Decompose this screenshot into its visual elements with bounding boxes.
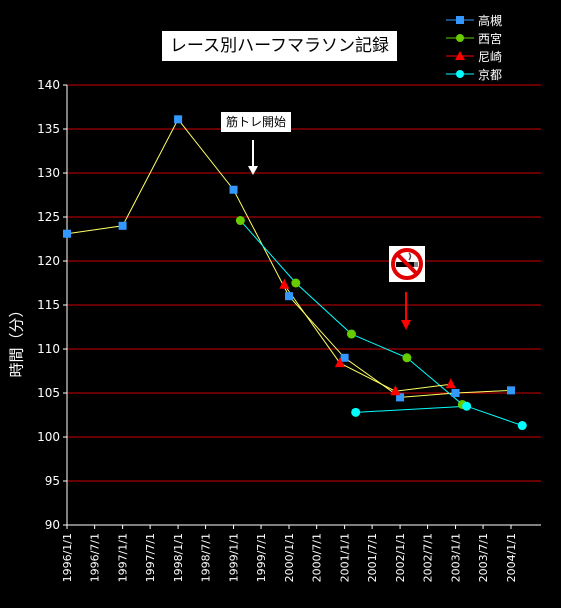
data-point [279,278,290,289]
y-tick-label: 115 [37,298,60,312]
data-point [229,185,238,194]
series-line-2 [283,284,451,392]
chart-title: レース別ハーフマラソン記録 [169,36,390,56]
legend-swatch-amagasaki [446,51,474,60]
y-tick-label: 140 [37,78,60,92]
x-tick-label: 1998/7/1 [200,533,213,582]
y-axis-label-text: 時間（分） [7,302,26,378]
data-point [517,421,527,431]
data-point [351,407,361,417]
no-smoking-icon [389,246,425,282]
y-tick-label: 120 [37,254,60,268]
data-point [63,229,71,238]
annotation-callout: 筋トレ開始 [221,112,291,132]
data-point [334,357,345,368]
series-lines [66,118,523,427]
data-point [235,216,245,226]
y-tick-label: 130 [37,166,60,180]
legend-label-kyoto: 京都 [478,67,503,82]
y-tick-label: 110 [37,342,60,356]
arrow-annotation-white [248,140,258,175]
x-tick-label: 2004/1/1 [505,533,518,582]
data-point [390,385,401,396]
x-tick-label: 2000/1/1 [283,533,296,582]
x-tick-label: 1996/1/1 [61,533,74,582]
annotation-text: 筋トレ開始 [225,115,286,129]
x-tick-label: 1998/1/1 [172,533,185,582]
legend-swatch-takatsuki [446,16,474,24]
x-ticks: 1996/1/1 1996/7/1 1997/1/1 1997/7/1 1998/1/1… [61,525,518,582]
x-tick-label: 2001/7/1 [366,533,379,582]
x-tick-label: 1997/7/1 [144,533,157,582]
series-line-3 [355,405,523,427]
x-tick-label: 1997/1/1 [117,533,130,582]
y-tick-label: 135 [37,122,60,136]
legend-swatch-nishinomiya [446,34,474,42]
legend-item-amagasaki: 尼崎 [446,47,556,65]
data-point [462,401,472,411]
x-tick-label: 2002/7/1 [422,533,435,582]
legend-label-takatsuki: 高槻 [478,13,503,28]
data-point [118,221,127,230]
x-tick-label: 2002/1/1 [394,533,407,582]
x-tick-label: 1999/1/1 [228,533,241,582]
y-tick-label: 90 [45,518,60,532]
data-point [174,115,183,124]
series-line-1 [240,220,463,405]
y-axis-label: 時間（分） [6,300,26,380]
y-tick-label: 105 [37,386,60,400]
series-markers [63,115,527,431]
legend-item-takatsuki: 高槻 [446,11,556,29]
y-tick-label: 100 [37,430,60,444]
data-point [402,353,412,363]
data-point [346,329,356,339]
grid [67,84,541,482]
legend-label-nishinomiya: 西宮 [478,31,503,46]
legend-label-amagasaki: 尼崎 [478,49,503,64]
data-point [285,292,293,301]
legend-item-nishinomiya: 西宮 [446,29,556,47]
data-point [451,389,460,397]
legend: 高槻 西宮 尼崎 京都 [446,11,556,83]
series-line-0 [66,118,512,398]
data-point [291,278,301,288]
data-point [396,393,405,402]
data-point [445,378,456,389]
legend-swatch-kyoto [446,70,474,78]
x-tick-label: 1999/7/1 [255,533,268,582]
chart-title-box: レース別ハーフマラソン記録 [162,31,397,61]
legend-item-kyoto: 京都 [446,65,556,83]
data-point [340,353,349,362]
y-ticks: 90 95 100 105 110 115 120 125 130 135 140 [37,78,67,532]
x-tick-label: 2003/1/1 [450,533,463,582]
x-tick-label: 2001/1/1 [339,533,352,582]
x-tick-label: 2000/7/1 [311,533,324,582]
arrow-annotation-red [401,292,411,330]
y-tick-label: 125 [37,210,60,224]
x-tick-label: 2003/7/1 [477,533,490,582]
data-point [507,386,515,395]
x-tick-label: 1996/7/1 [89,533,102,582]
y-tick-label: 95 [45,474,60,488]
